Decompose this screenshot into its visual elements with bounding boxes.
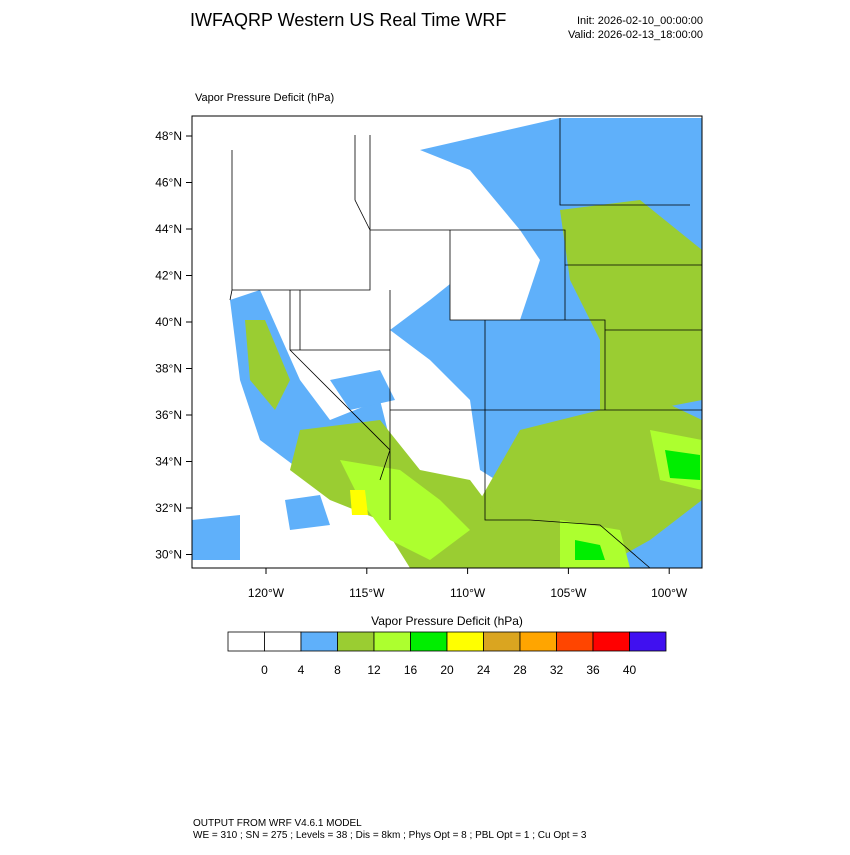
colorbar-box xyxy=(519,631,557,652)
colorbar-box xyxy=(227,631,265,652)
colorbar-tick-label: 40 xyxy=(623,663,637,677)
colorbar: 0 4 8 12 16 20 24 28 32 36 40 xyxy=(227,631,667,677)
colorbar-box xyxy=(446,631,484,652)
colorbar-tick-label: 4 xyxy=(298,663,305,677)
footer-line: WE = 310 ; SN = 275 ; Levels = 38 ; Dis … xyxy=(193,830,587,841)
lon-label: 120°W xyxy=(248,586,285,600)
colorbar-tick-label: 16 xyxy=(404,663,418,677)
colorbar-tick-label: 8 xyxy=(334,663,341,677)
title: IWFAQRP Western US Real Time WRF xyxy=(190,10,506,30)
colorbar-box xyxy=(264,631,302,652)
colorbar-tick-label: 28 xyxy=(513,663,527,677)
init-time: Init: 2026-02-10_00:00:00 xyxy=(577,15,703,27)
footer-line: OUTPUT FROM WRF V4.6.1 MODEL xyxy=(193,818,362,829)
lat-label: 30°N xyxy=(155,548,182,562)
colorbar-tick-label: 32 xyxy=(550,663,564,677)
colorbar-box xyxy=(373,631,411,652)
lat-label: 32°N xyxy=(155,501,182,515)
lon-labels: 120°W 115°W 110°W 105°W 100°W xyxy=(248,568,688,600)
colorbar-title: Vapor Pressure Deficit (hPa) xyxy=(371,614,523,628)
lat-label: 34°N xyxy=(155,455,182,469)
lat-label: 48°N xyxy=(155,129,182,143)
colorbar-box xyxy=(300,631,338,652)
colorbar-tick-label: 20 xyxy=(440,663,454,677)
lat-label: 44°N xyxy=(155,222,182,236)
colorbar-tick-label: 0 xyxy=(261,663,268,677)
lat-label: 36°N xyxy=(155,408,182,422)
lon-label: 115°W xyxy=(349,586,385,600)
colorbar-tick-label: 24 xyxy=(477,663,491,677)
colorbar-box xyxy=(556,631,594,652)
lat-labels: 48°N 46°N 44°N 42°N 40°N 38°N 36°N 34°N 32°N 30°N xyxy=(155,129,192,562)
field-label: Vapor Pressure Deficit (hPa) xyxy=(195,92,334,104)
lon-label: 105°W xyxy=(550,586,587,600)
lat-label: 42°N xyxy=(155,269,182,283)
map xyxy=(191,115,703,569)
lat-label: 46°N xyxy=(155,176,182,190)
colorbar-box xyxy=(483,631,521,652)
colorbar-tick-label: 36 xyxy=(586,663,600,677)
colorbar-box xyxy=(629,631,667,652)
lat-label: 38°N xyxy=(155,362,182,376)
colorbar-tick-label: 12 xyxy=(367,663,381,677)
colorbar-box xyxy=(592,631,630,652)
lat-label: 40°N xyxy=(155,315,182,329)
lon-label: 110°W xyxy=(450,586,486,600)
valid-time: Valid: 2026-02-13_18:00:00 xyxy=(568,29,703,41)
lon-label: 100°W xyxy=(651,586,688,600)
colorbar-box xyxy=(337,631,375,652)
colorbar-box xyxy=(410,631,448,652)
